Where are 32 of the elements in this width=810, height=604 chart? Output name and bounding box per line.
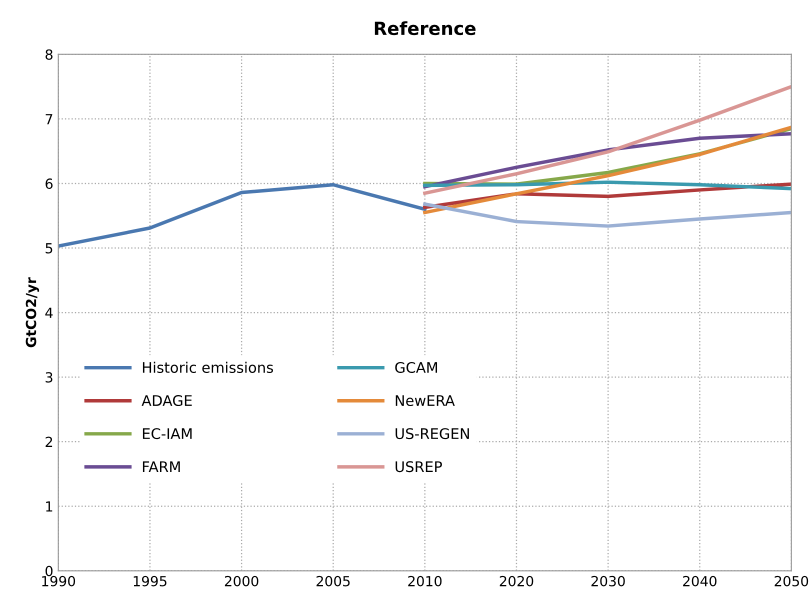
y-tick-label: 0 bbox=[46, 566, 53, 576]
legend-label: FARM bbox=[142, 461, 180, 472]
x-tick-label: 2050 bbox=[774, 576, 808, 586]
legend-label: US-REGEN bbox=[396, 428, 469, 440]
y-axis-title: GtCO2/yr bbox=[26, 277, 40, 348]
y-tick-label: 6 bbox=[46, 178, 53, 189]
y-tick-label: 5 bbox=[46, 243, 52, 254]
x-tick-label: 2010 bbox=[408, 576, 442, 586]
x-tick-label: 2030 bbox=[591, 576, 625, 586]
x-tick-label: 2000 bbox=[224, 576, 258, 586]
y-tick-label: 7 bbox=[46, 114, 52, 124]
legend-label: ADAGE bbox=[142, 395, 192, 406]
legend-label: Historic emissions bbox=[142, 362, 274, 373]
x-tick-label: 1990 bbox=[42, 576, 76, 586]
legend-label: NewERA bbox=[396, 395, 455, 406]
legend-label: USREP bbox=[396, 461, 442, 472]
line-series bbox=[58, 183, 427, 248]
line-series bbox=[423, 84, 792, 195]
y-tick-label: 1 bbox=[46, 501, 52, 512]
x-tick-label: 2020 bbox=[500, 576, 534, 586]
y-tick-label: 4 bbox=[45, 308, 53, 318]
x-tick-label: 1995 bbox=[134, 576, 166, 586]
line-series bbox=[423, 126, 792, 214]
y-tick-label: 2 bbox=[46, 436, 52, 447]
y-tick-label: 3 bbox=[46, 372, 52, 383]
chart-title: Reference bbox=[374, 21, 476, 36]
x-tick-label: 2005 bbox=[316, 576, 350, 586]
x-tick-label: 2040 bbox=[683, 576, 716, 586]
y-tick-label: 8 bbox=[46, 49, 53, 60]
line-series bbox=[423, 202, 792, 228]
legend-label: GCAM bbox=[395, 362, 438, 373]
legend-label: EC-IAM bbox=[142, 428, 192, 440]
